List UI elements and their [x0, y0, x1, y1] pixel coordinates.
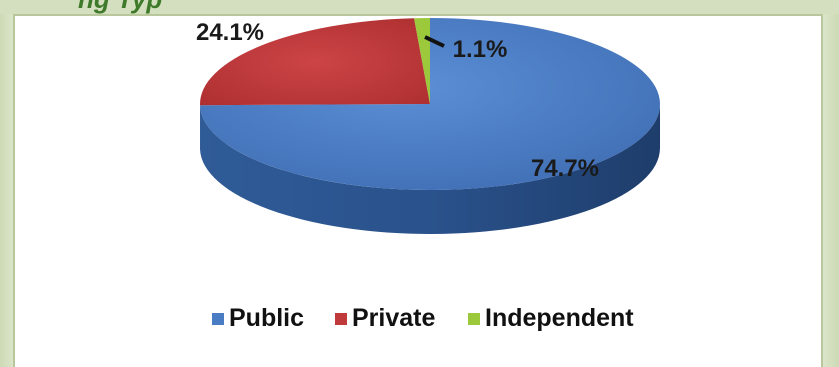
slide-title-strip: ng Typ: [0, 0, 839, 14]
data-label-independent: 1.1%: [453, 36, 508, 63]
pie-slice-public: [200, 18, 661, 190]
data-labels: 74.7% 24.1% 1.1%: [196, 19, 599, 182]
legend-label-independent: Independent: [485, 304, 634, 332]
data-label-public: 74.7%: [531, 155, 599, 182]
frame-right-border: [823, 14, 839, 367]
slide-title: ng Typ: [78, 0, 162, 14]
legend-swatch-independent: [468, 313, 480, 325]
legend-swatch-private: [335, 313, 347, 325]
legend: Public Private Independent: [212, 304, 634, 332]
frame-left-border: [0, 14, 13, 367]
pie-slices: [200, 18, 661, 234]
pie-side-public: [200, 104, 661, 234]
data-label-private: 24.1%: [196, 19, 264, 46]
legend-label-private: Private: [352, 304, 435, 332]
legend-swatch-public: [212, 313, 224, 325]
pie-slice-private: [200, 18, 430, 106]
legend-label-public: Public: [229, 304, 304, 332]
leader-line-independent: [424, 35, 445, 48]
